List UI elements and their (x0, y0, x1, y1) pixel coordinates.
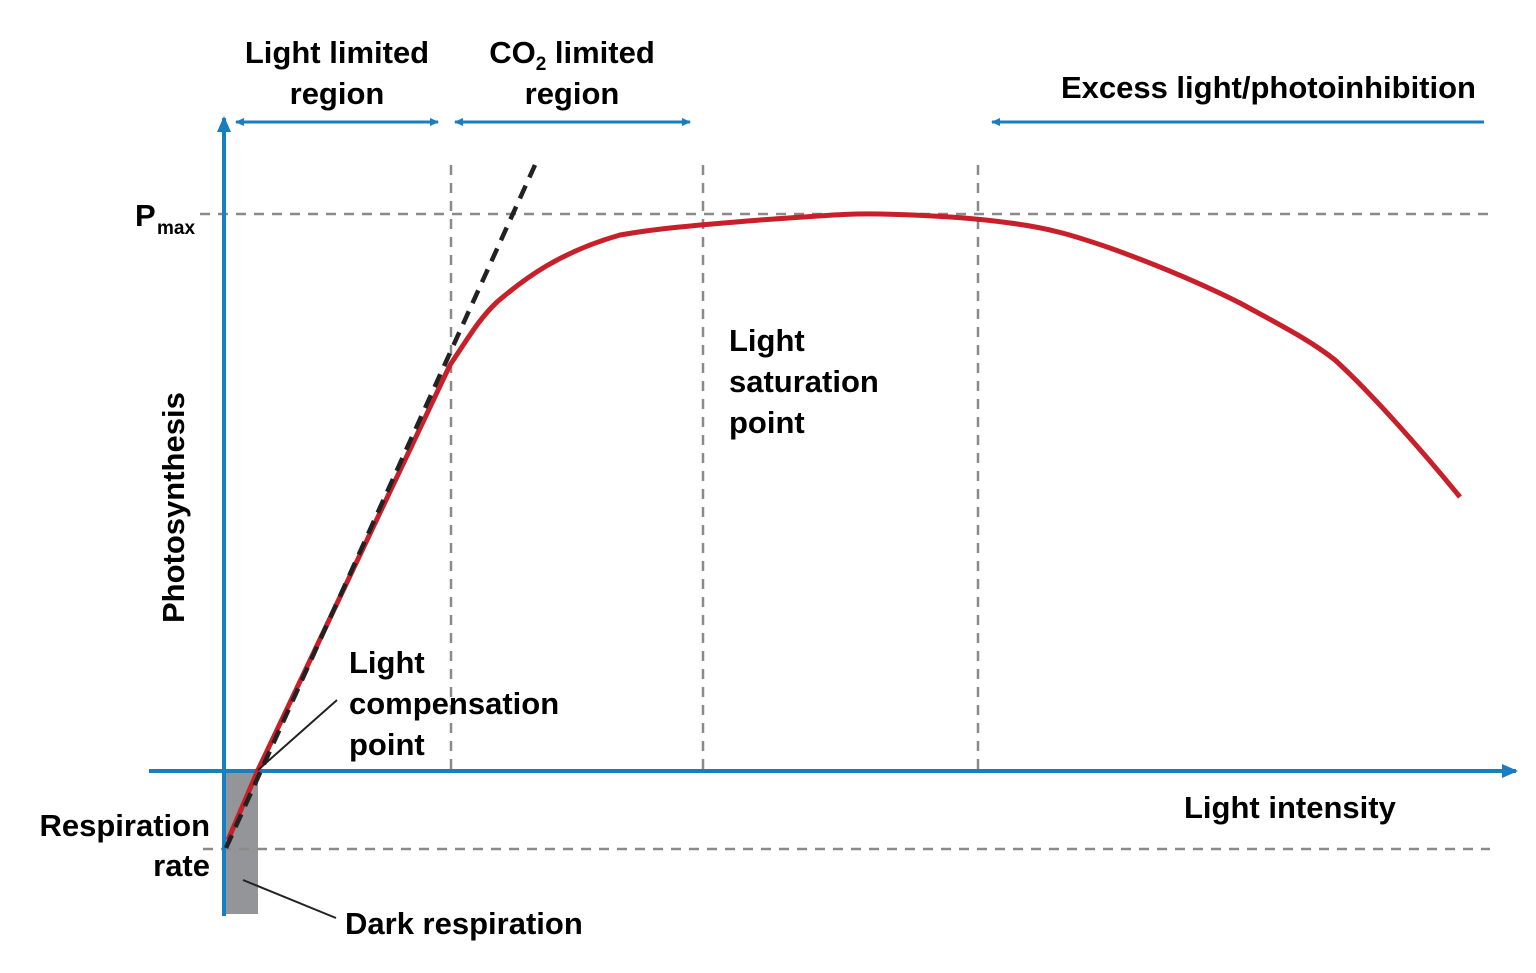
saturation-label-line3: point (729, 405, 805, 440)
compensation-label-line3: point (349, 727, 425, 762)
respiration-rate-label-line1: Respiration (39, 808, 210, 843)
co2-limited-label-line2: region (525, 76, 620, 111)
compensation-label-line1: Light (349, 645, 425, 680)
y-axis-label: Photosynthesis (156, 392, 191, 623)
pmax-subscript: max (157, 218, 195, 239)
initial-slope-tangent (223, 164, 538, 849)
respiration-rate-label-line2: rate (153, 848, 210, 883)
compensation-leader-line (257, 699, 338, 771)
pmax-label: P (135, 198, 156, 233)
saturation-label-line1: Light (729, 323, 805, 358)
dark-respiration-leader-line (242, 879, 337, 919)
co2-limited-label-line1: CO2 limited (489, 35, 655, 75)
light-limited-label-line1: Light limited (245, 35, 429, 70)
dark-respiration-label: Dark respiration (345, 906, 583, 941)
excess-light-label: Excess light/photoinhibition (1061, 70, 1476, 105)
compensation-label-line2: compensation (349, 686, 559, 721)
x-axis-label: Light intensity (1184, 790, 1397, 825)
light-limited-label-line2: region (290, 76, 385, 111)
photosynthesis-curve (225, 211, 1462, 841)
saturation-label-line2: saturation (729, 364, 879, 399)
